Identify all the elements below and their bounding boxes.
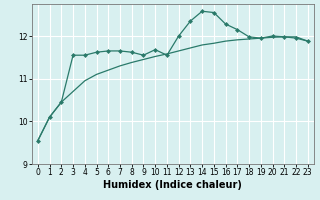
X-axis label: Humidex (Indice chaleur): Humidex (Indice chaleur) — [103, 180, 242, 190]
